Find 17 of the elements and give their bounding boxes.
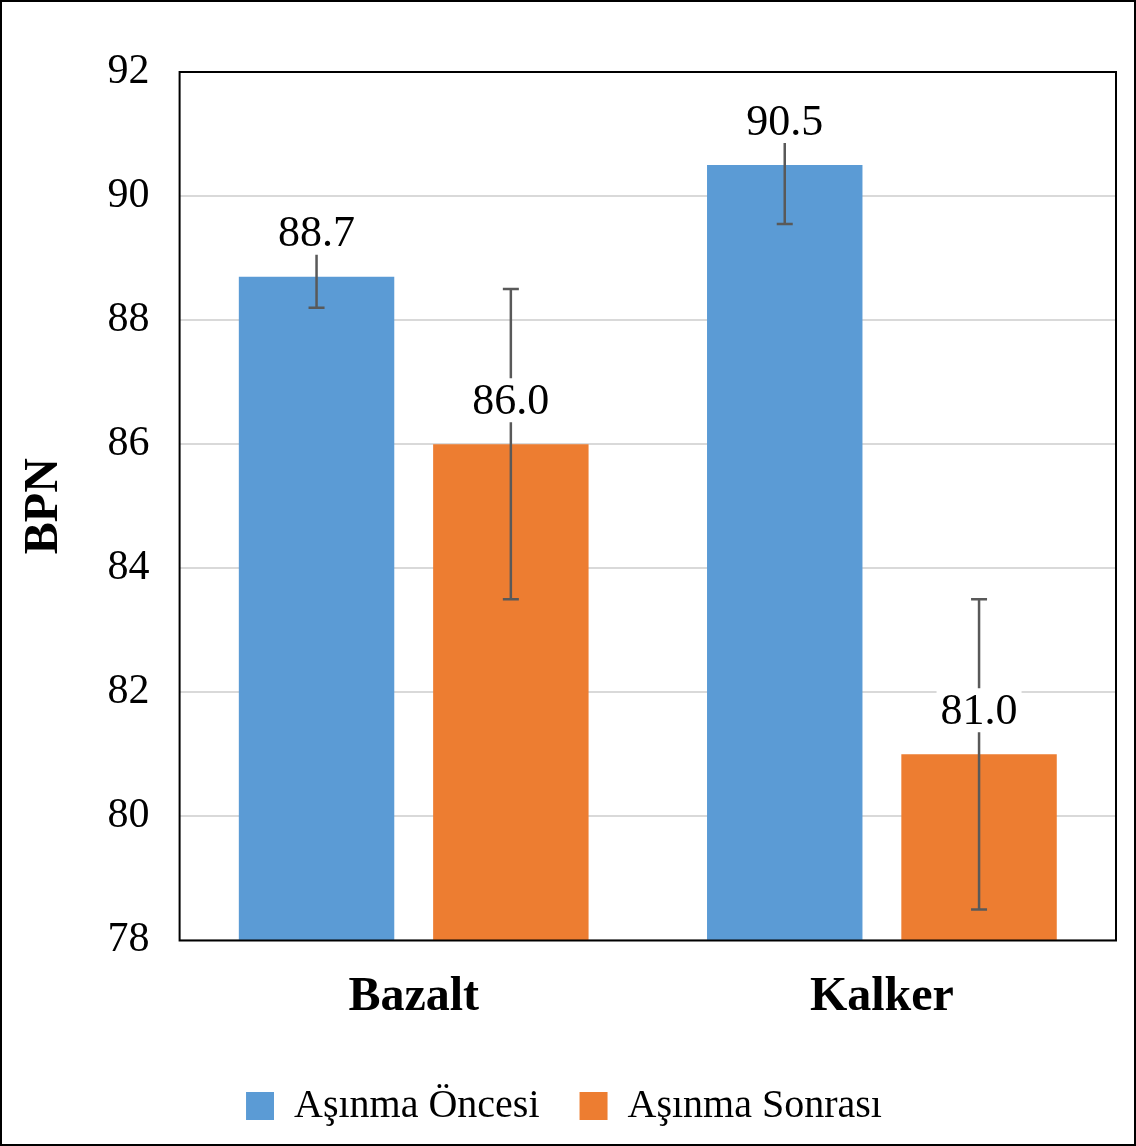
y-tick-label: 80 [107, 790, 150, 837]
x-tick-label: Kalker [809, 966, 954, 1020]
legend-label: Aşınma Öncesi [294, 1080, 540, 1126]
y-tick-label: 78 [107, 914, 150, 961]
y-tick-label: 84 [107, 542, 150, 589]
y-tick-label: 86 [107, 418, 150, 465]
y-tick-label: 92 [107, 46, 150, 93]
x-tick-label: Bazalt [348, 966, 480, 1020]
data-label: 90.5 [746, 95, 824, 145]
data-label: 81.0 [940, 684, 1018, 734]
y-tick-label: 82 [107, 666, 150, 713]
y-tick-label: 90 [107, 170, 150, 217]
legend-label: Aşınma Sonrası [627, 1080, 882, 1126]
y-axis-title: BPN [14, 457, 68, 555]
data-label: 86.0 [472, 374, 550, 424]
data-label: 88.7 [278, 207, 356, 257]
y-tick-label: 88 [107, 294, 150, 341]
